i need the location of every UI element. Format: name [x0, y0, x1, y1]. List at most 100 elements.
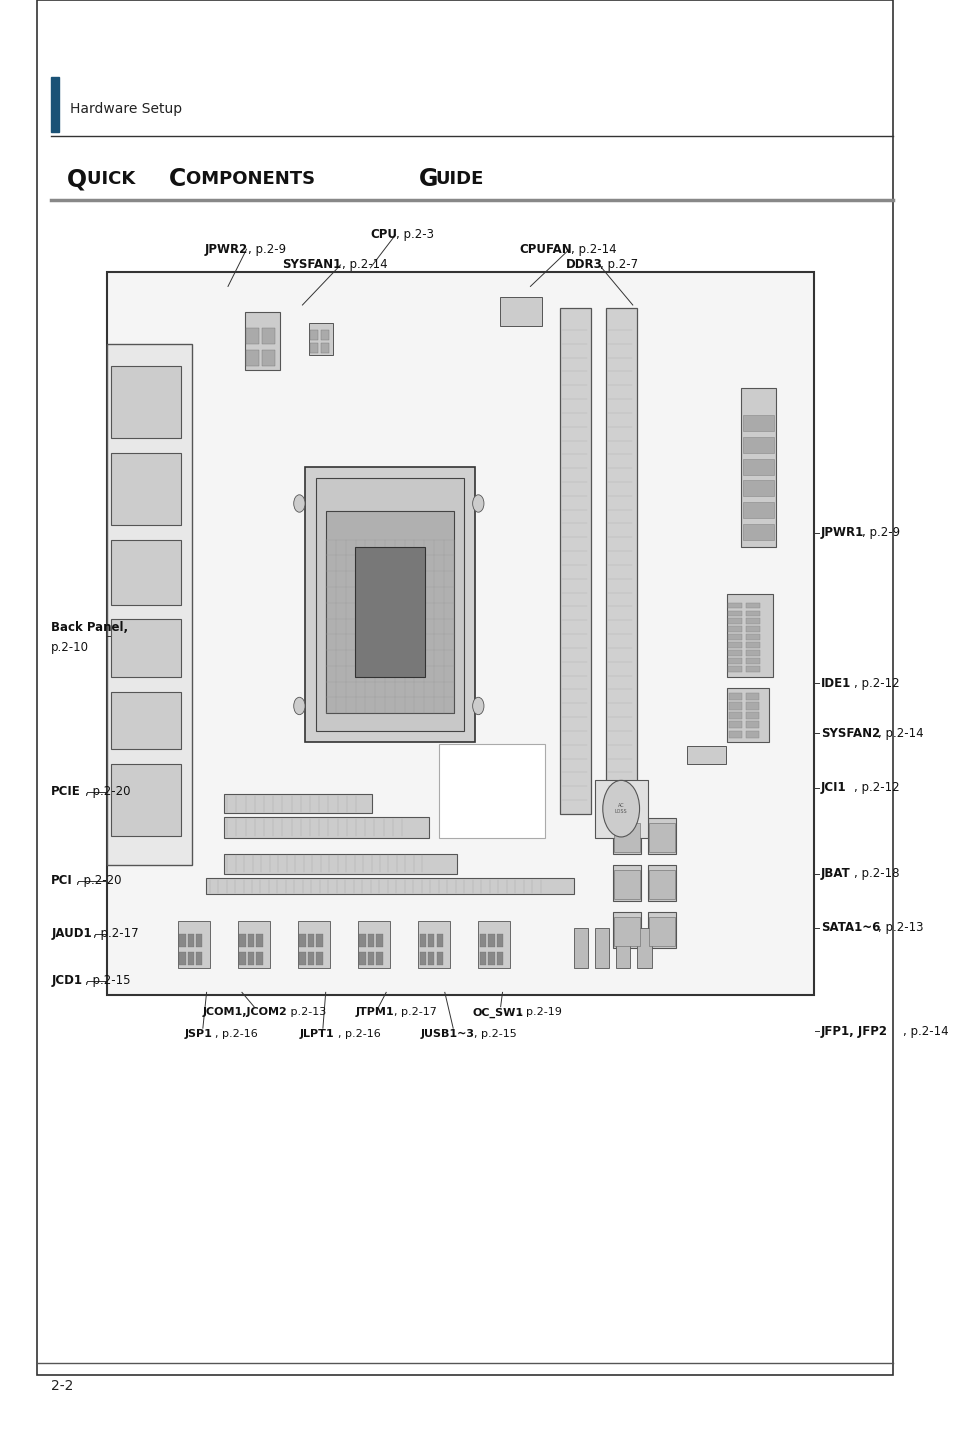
Bar [647, 818, 676, 855]
Bar [310, 342, 318, 354]
Text: , p.2-16: , p.2-16 [337, 1030, 380, 1038]
Bar [439, 743, 545, 838]
Bar [320, 329, 329, 339]
Text: , p.2-17: , p.2-17 [394, 1008, 436, 1017]
Text: JPWR2: JPWR2 [205, 242, 248, 256]
Text: , p.2-17: , p.2-17 [93, 927, 138, 941]
Text: , p.2-14: , p.2-14 [341, 258, 387, 272]
Text: JCI1: JCI1 [820, 780, 845, 795]
Text: SATA1~6: SATA1~6 [820, 921, 880, 935]
Bar [206, 878, 573, 894]
Bar [612, 818, 640, 855]
Bar [728, 702, 741, 710]
Text: , p.2-7: , p.2-7 [599, 258, 638, 272]
Bar [728, 722, 741, 729]
Text: DDR3: DDR3 [565, 258, 602, 272]
Bar [246, 328, 259, 345]
Bar [726, 594, 772, 677]
Bar [745, 702, 759, 710]
Text: OMPONENTS: OMPONENTS [186, 170, 321, 188]
Bar [245, 312, 280, 369]
Bar [614, 916, 639, 947]
Bar [326, 511, 453, 713]
Bar [297, 921, 330, 968]
Bar [742, 524, 773, 540]
Bar [417, 921, 450, 968]
Text: 2-2: 2-2 [51, 1379, 73, 1393]
Bar [262, 328, 274, 345]
Bar [745, 634, 759, 640]
Bar [637, 928, 651, 968]
Bar [745, 659, 759, 664]
Text: JAUD1: JAUD1 [51, 927, 91, 941]
Bar [727, 650, 741, 656]
Bar [616, 928, 630, 968]
Bar [647, 865, 676, 901]
Bar [605, 308, 637, 815]
Bar [188, 934, 193, 947]
Text: Q: Q [67, 168, 87, 190]
Bar [419, 934, 426, 947]
Bar [436, 934, 442, 947]
Text: JFP1, JFP2: JFP1, JFP2 [820, 1024, 887, 1038]
Bar [248, 934, 253, 947]
Bar [728, 693, 741, 700]
Bar [237, 921, 270, 968]
Text: p.2-13: p.2-13 [287, 1008, 326, 1017]
Bar [742, 415, 773, 431]
Bar [499, 298, 541, 326]
Bar [107, 272, 813, 995]
Bar [745, 626, 759, 632]
Text: JLPT1: JLPT1 [299, 1030, 334, 1038]
Text: , p.2-18: , p.2-18 [853, 866, 898, 881]
Bar [376, 934, 382, 947]
Bar [239, 952, 245, 965]
Text: JUSB1~3: JUSB1~3 [420, 1030, 474, 1038]
Bar [223, 853, 456, 874]
Bar [256, 952, 262, 965]
Bar [256, 934, 262, 947]
Bar [727, 634, 741, 640]
Circle shape [472, 697, 483, 715]
Bar [111, 367, 181, 438]
Bar [179, 952, 185, 965]
Bar [299, 952, 305, 965]
Bar [727, 659, 741, 664]
Text: JBAT: JBAT [820, 866, 850, 881]
Bar [488, 952, 494, 965]
Text: UIDE: UIDE [435, 170, 483, 188]
Bar [728, 712, 741, 719]
Bar [305, 467, 475, 742]
Bar [728, 730, 741, 737]
Bar [573, 928, 587, 968]
Text: , p.2-3: , p.2-3 [395, 228, 434, 242]
Circle shape [294, 697, 305, 715]
Bar [428, 952, 434, 965]
Text: IDE1: IDE1 [820, 676, 850, 690]
Text: PCI: PCI [51, 874, 72, 888]
Text: , p.2-12: , p.2-12 [853, 780, 898, 795]
Bar [595, 928, 609, 968]
Text: G: G [418, 168, 437, 190]
Bar [315, 478, 464, 732]
Bar [742, 437, 773, 453]
Bar [745, 712, 759, 719]
Bar [477, 921, 510, 968]
Bar [320, 342, 329, 354]
Bar [595, 780, 647, 838]
Bar [742, 458, 773, 474]
Circle shape [472, 495, 483, 513]
Bar [726, 687, 768, 742]
Bar [359, 934, 365, 947]
Bar [111, 692, 181, 749]
Bar [111, 619, 181, 677]
Circle shape [294, 495, 305, 513]
Bar [727, 603, 741, 609]
Text: , p.2-20: , p.2-20 [76, 874, 122, 888]
Bar [745, 643, 759, 649]
Text: AC
LOSS: AC LOSS [614, 803, 627, 813]
Bar [497, 952, 502, 965]
Bar [727, 643, 741, 649]
Bar [649, 916, 674, 947]
Text: UICK: UICK [87, 170, 141, 188]
